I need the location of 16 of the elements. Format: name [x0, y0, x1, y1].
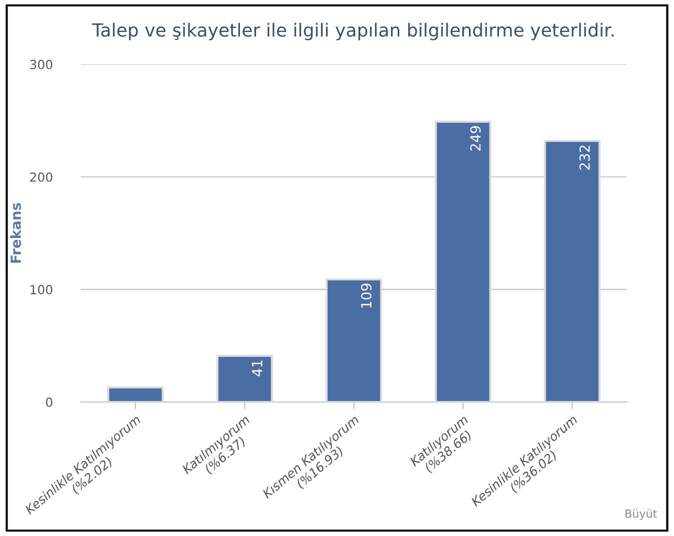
text: Büyüt [626, 509, 657, 520]
bar [326, 278, 382, 402]
bar [434, 120, 492, 402]
y-axis-title: Frekans [10, 203, 21, 263]
chart-title: Talep ve şikayetler ile ilgili yapılan bilgilendirme yeterlidir. [92, 22, 614, 40]
data-label: 232 [579, 146, 590, 170]
y-tick-label: 0 [46, 397, 52, 407]
y-tick-label: 100 [30, 284, 52, 294]
y-tick-label: 200 [30, 172, 52, 182]
bar [544, 140, 601, 402]
bar [216, 354, 274, 402]
y-tick-label: 300 [30, 60, 52, 70]
data-label: 109 [361, 284, 372, 308]
bar [107, 386, 164, 402]
data-label: 249 [470, 126, 481, 151]
data-label: 41 [252, 360, 262, 376]
